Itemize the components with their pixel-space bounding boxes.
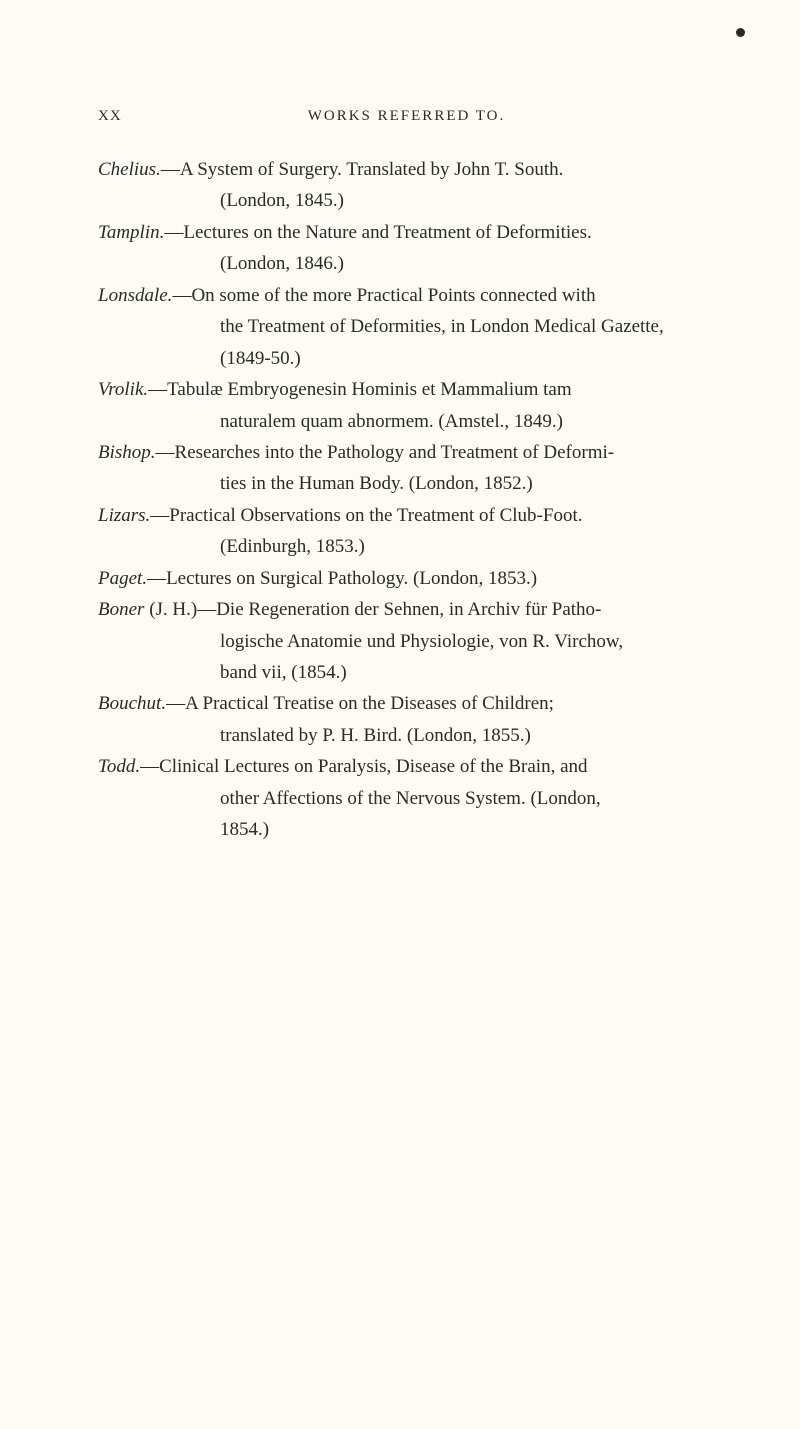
entry-continuation: band vii, (1854.): [98, 658, 718, 687]
entry-author: Bouchut.: [98, 693, 166, 714]
entry-author: Lonsdale.: [98, 285, 172, 306]
entry-text: —Lectures on Surgical Pathology. (London…: [147, 568, 537, 589]
entry-continuation: translated by P. H. Bird. (London, 1855.…: [98, 721, 718, 750]
entry-author: Chelius.: [98, 159, 161, 180]
entry-author: Lizars.: [98, 505, 150, 526]
bibliography-content: Chelius.—A System of Surgery. Translated…: [98, 155, 718, 847]
bibliography-entry: Lonsdale.—On some of the more Practical …: [98, 281, 718, 310]
entry-text: —A Practical Treatise on the Diseases of…: [166, 693, 554, 714]
entry-author: Paget.: [98, 568, 147, 589]
bibliography-entry: Boner (J. H.)—Die Regeneration der Sehne…: [98, 595, 718, 624]
entry-text: —A System of Surgery. Translated by John…: [161, 159, 564, 180]
running-title: WORKS REFERRED TO.: [98, 108, 715, 125]
bibliography-entry: Todd.—Clinical Lectures on Paralysis, Di…: [98, 752, 718, 781]
bibliography-entry: Tamplin.—Lectures on the Nature and Trea…: [98, 218, 718, 247]
entry-text: —Researches into the Pathology and Treat…: [156, 442, 615, 463]
bibliography-entry: Chelius.—A System of Surgery. Translated…: [98, 155, 718, 184]
entry-text: —Practical Observations on the Treatment…: [150, 505, 582, 526]
entry-continuation: (1849-50.): [98, 344, 718, 373]
entry-text: —Clinical Lectures on Paralysis, Disease…: [140, 756, 587, 777]
entry-continuation: naturalem quam abnormem. (Amstel., 1849.…: [98, 407, 718, 436]
bibliography-entry: Paget.—Lectures on Surgical Pathology. (…: [98, 564, 718, 593]
entry-continuation: the Treatment of Deformities, in London …: [98, 312, 718, 341]
entry-continuation: (Edinburgh, 1853.): [98, 532, 718, 561]
entry-text: —Tabulæ Embryogenesin Hominis et Mammali…: [148, 379, 571, 400]
running-header: XX WORKS REFERRED TO.: [98, 108, 715, 125]
bibliography-entry: Bouchut.—A Practical Treatise on the Dis…: [98, 689, 718, 718]
bibliography-entry: Lizars.—Practical Observations on the Tr…: [98, 501, 718, 530]
entry-author: Vrolik.: [98, 379, 148, 400]
scanned-page: XX WORKS REFERRED TO. Chelius.—A System …: [0, 0, 800, 1429]
page-number: XX: [98, 108, 122, 125]
bibliography-entry: Vrolik.—Tabulæ Embryogenesin Hominis et …: [98, 375, 718, 404]
entry-continuation: 1854.): [98, 815, 718, 844]
entry-author: Bishop.: [98, 442, 156, 463]
entry-continuation: other Affections of the Nervous System. …: [98, 784, 718, 813]
entry-author: Tamplin.: [98, 222, 164, 243]
entry-continuation: ties in the Human Body. (London, 1852.): [98, 469, 718, 498]
entry-text: —Lectures on the Nature and Treatment of…: [164, 222, 591, 243]
entry-continuation: logische Anatomie und Physiologie, von R…: [98, 627, 718, 656]
entry-text: —On some of the more Practical Points co…: [172, 285, 595, 306]
entry-author: Todd.: [98, 756, 140, 777]
entry-continuation: (London, 1845.): [98, 186, 718, 215]
entry-continuation: (London, 1846.): [98, 249, 718, 278]
page-artifact-dot: [736, 28, 745, 37]
entry-author: Boner: [98, 599, 144, 620]
bibliography-entry: Bishop.—Researches into the Pathology an…: [98, 438, 718, 467]
entry-text: (J. H.)—Die Regeneration der Sehnen, in …: [144, 599, 601, 620]
